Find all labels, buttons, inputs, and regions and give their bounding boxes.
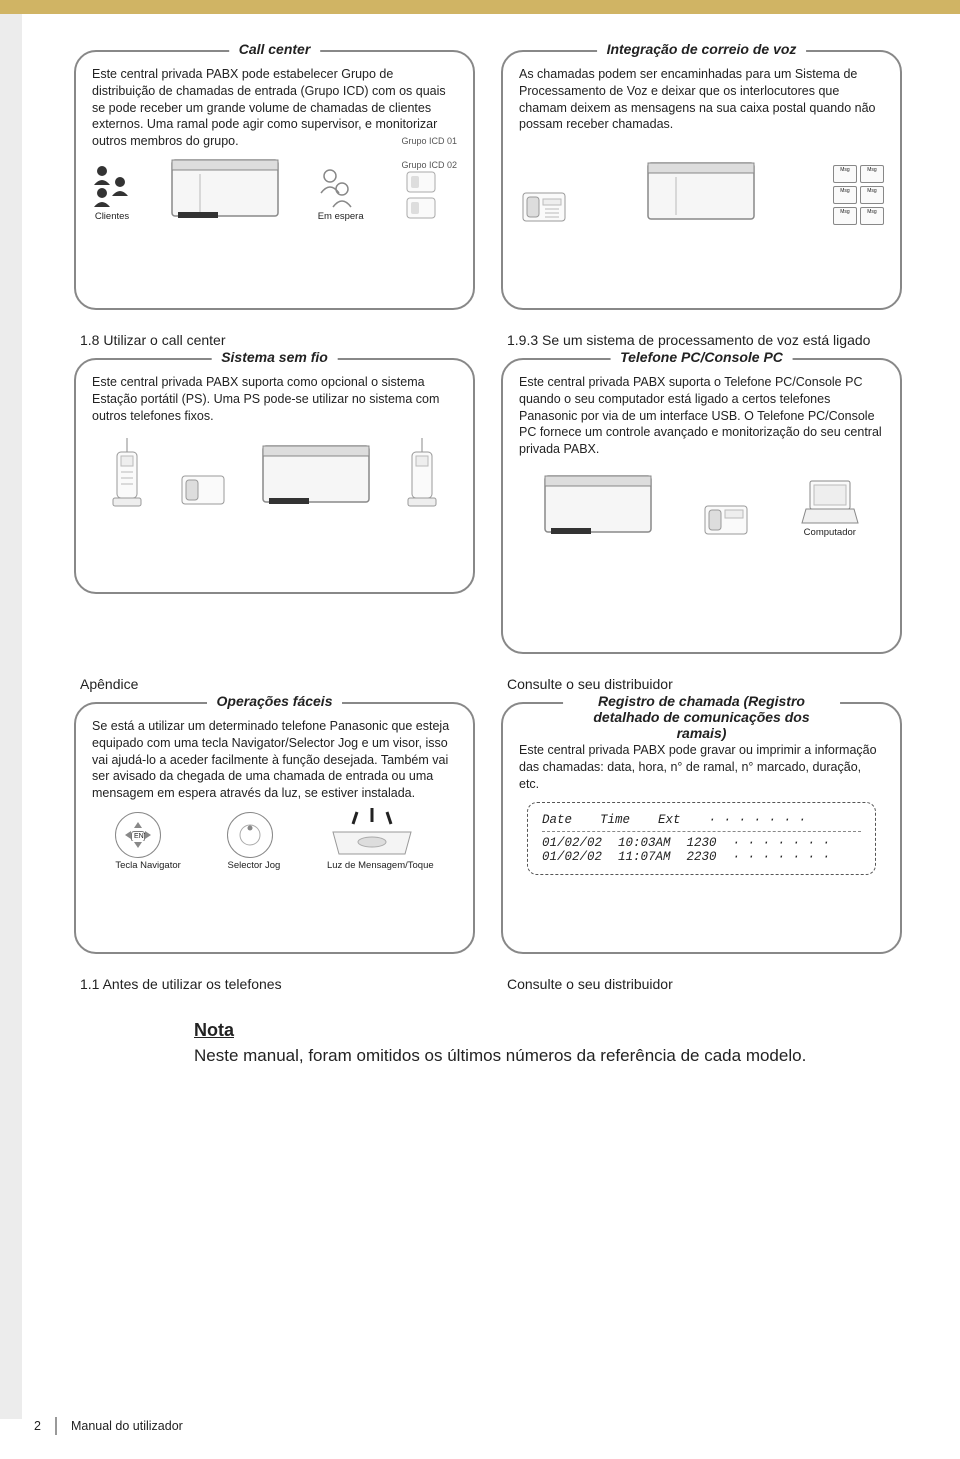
card-body: Este central privada PABX suporta como o…	[92, 374, 457, 424]
phone-icon	[701, 498, 751, 538]
card-title: Registro de chamada (Registro detalhado …	[563, 693, 841, 741]
clientes-label: Clientes	[92, 211, 132, 222]
row-1: Call center Este central privada PABX po…	[74, 50, 902, 324]
footer-divider	[55, 1417, 57, 1435]
card-title: Call center	[229, 41, 321, 57]
footer-title: Manual do utilizador	[71, 1419, 183, 1433]
log-hdr-date: Date	[542, 813, 572, 827]
computador-label: Computador	[800, 527, 860, 538]
log-cell: 01/02/02	[542, 836, 602, 850]
espera-label: Em espera	[318, 211, 364, 222]
call-log-box: Date Time Ext · · · · · · · 01/02/02 10:…	[527, 802, 876, 875]
log-cell: · · · · · · ·	[733, 850, 831, 864]
nota-text: Neste manual, foram omitidos os últimos …	[194, 1045, 834, 1068]
card-call-center: Call center Este central privada PABX po…	[74, 50, 475, 310]
left-stripe	[0, 14, 22, 1419]
card-voicemail: Integração de correio de voz As chamadas…	[501, 50, 902, 310]
phones-stack-icon	[401, 170, 441, 222]
section-ref: 1.1 Antes de utilizar os telefones	[80, 976, 475, 992]
top-stripe	[0, 0, 960, 14]
enter-key: ENTER	[131, 831, 145, 841]
grupo-icd-02: Grupo ICD 02	[401, 160, 457, 170]
pabx-icon	[261, 438, 371, 508]
people-icon	[92, 163, 132, 209]
cordless-phone-icon	[404, 438, 440, 508]
navigator-icon: ENTER	[115, 812, 161, 858]
log-cell: 01/02/02	[542, 850, 602, 864]
page-number: 2	[34, 1419, 41, 1433]
card-title: Operações fáceis	[207, 693, 343, 709]
message-grid: MsgMsg MsgMsg MsgMsg	[833, 165, 884, 225]
pabx-icon	[170, 152, 280, 222]
pabx-icon	[646, 155, 756, 225]
card-easy-ops: Operações fáceis Se está a utilizar um d…	[74, 702, 475, 954]
pabx-icon	[543, 468, 653, 538]
section-ref: 1.8 Utilizar o call center	[80, 332, 475, 348]
laptop-icon	[800, 479, 860, 525]
jog-icon	[227, 812, 273, 858]
page: Call center Este central privada PABX po…	[0, 0, 960, 1459]
section-ref: Apêndice	[80, 676, 475, 692]
card-wireless: Sistema sem fio Este central privada PAB…	[74, 358, 475, 594]
cordless-phone-icon	[109, 438, 145, 508]
nav-label: Tecla Navigator	[115, 860, 180, 871]
log-hdr-time: Time	[600, 813, 630, 827]
luz-label: Luz de Mensagem/Toque	[327, 860, 434, 871]
card-call-log: Registro de chamada (Registro detalhado …	[501, 702, 902, 954]
phone-icon	[178, 468, 228, 508]
row-2: Sistema sem fio Este central privada PAB…	[74, 358, 902, 668]
log-cell: 10:03AM	[618, 836, 671, 850]
card-pc-console: Telefone PC/Console PC Este central priv…	[501, 358, 902, 654]
section-ref: Consulte o seu distribuidor	[507, 676, 902, 692]
grupo-icd-01: Grupo ICD 01	[401, 136, 457, 146]
phone-icon	[519, 185, 569, 225]
card-body: Se está a utilizar um determinado telefo…	[92, 718, 457, 802]
jog-label: Selector Jog	[227, 860, 280, 871]
message-light-icon	[327, 808, 417, 858]
card-body: As chamadas podem ser encaminhadas para …	[519, 66, 884, 133]
log-cell: 1230	[687, 836, 717, 850]
nota-heading: Nota	[194, 1020, 902, 1041]
page-footer: 2 Manual do utilizador	[34, 1417, 183, 1435]
card-title: Telefone PC/Console PC	[610, 349, 793, 365]
card-body: Este central privada PABX pode gravar ou…	[519, 742, 884, 792]
ref-row-3: 1.1 Antes de utilizar os telefones Consu…	[74, 968, 902, 1002]
log-hdr-dots: · · · · · · ·	[709, 813, 807, 827]
card-title: Sistema sem fio	[211, 349, 338, 365]
log-cell: 2230	[687, 850, 717, 864]
log-cell: 11:07AM	[618, 850, 671, 864]
card-title: Integração de correio de voz	[597, 41, 807, 57]
log-cell: · · · · · · ·	[733, 836, 831, 850]
card-body: Este central privada PABX suporta o Tele…	[519, 374, 884, 458]
section-ref: Consulte o seu distribuidor	[507, 976, 902, 992]
nota-block: Nota Neste manual, foram omitidos os últ…	[194, 1020, 902, 1068]
row-3: Operações fáceis Se está a utilizar um d…	[74, 702, 902, 968]
log-hdr-ext: Ext	[658, 813, 681, 827]
section-ref: 1.9.3 Se um sistema de processamento de …	[507, 332, 902, 348]
people-outline-icon	[318, 167, 356, 209]
